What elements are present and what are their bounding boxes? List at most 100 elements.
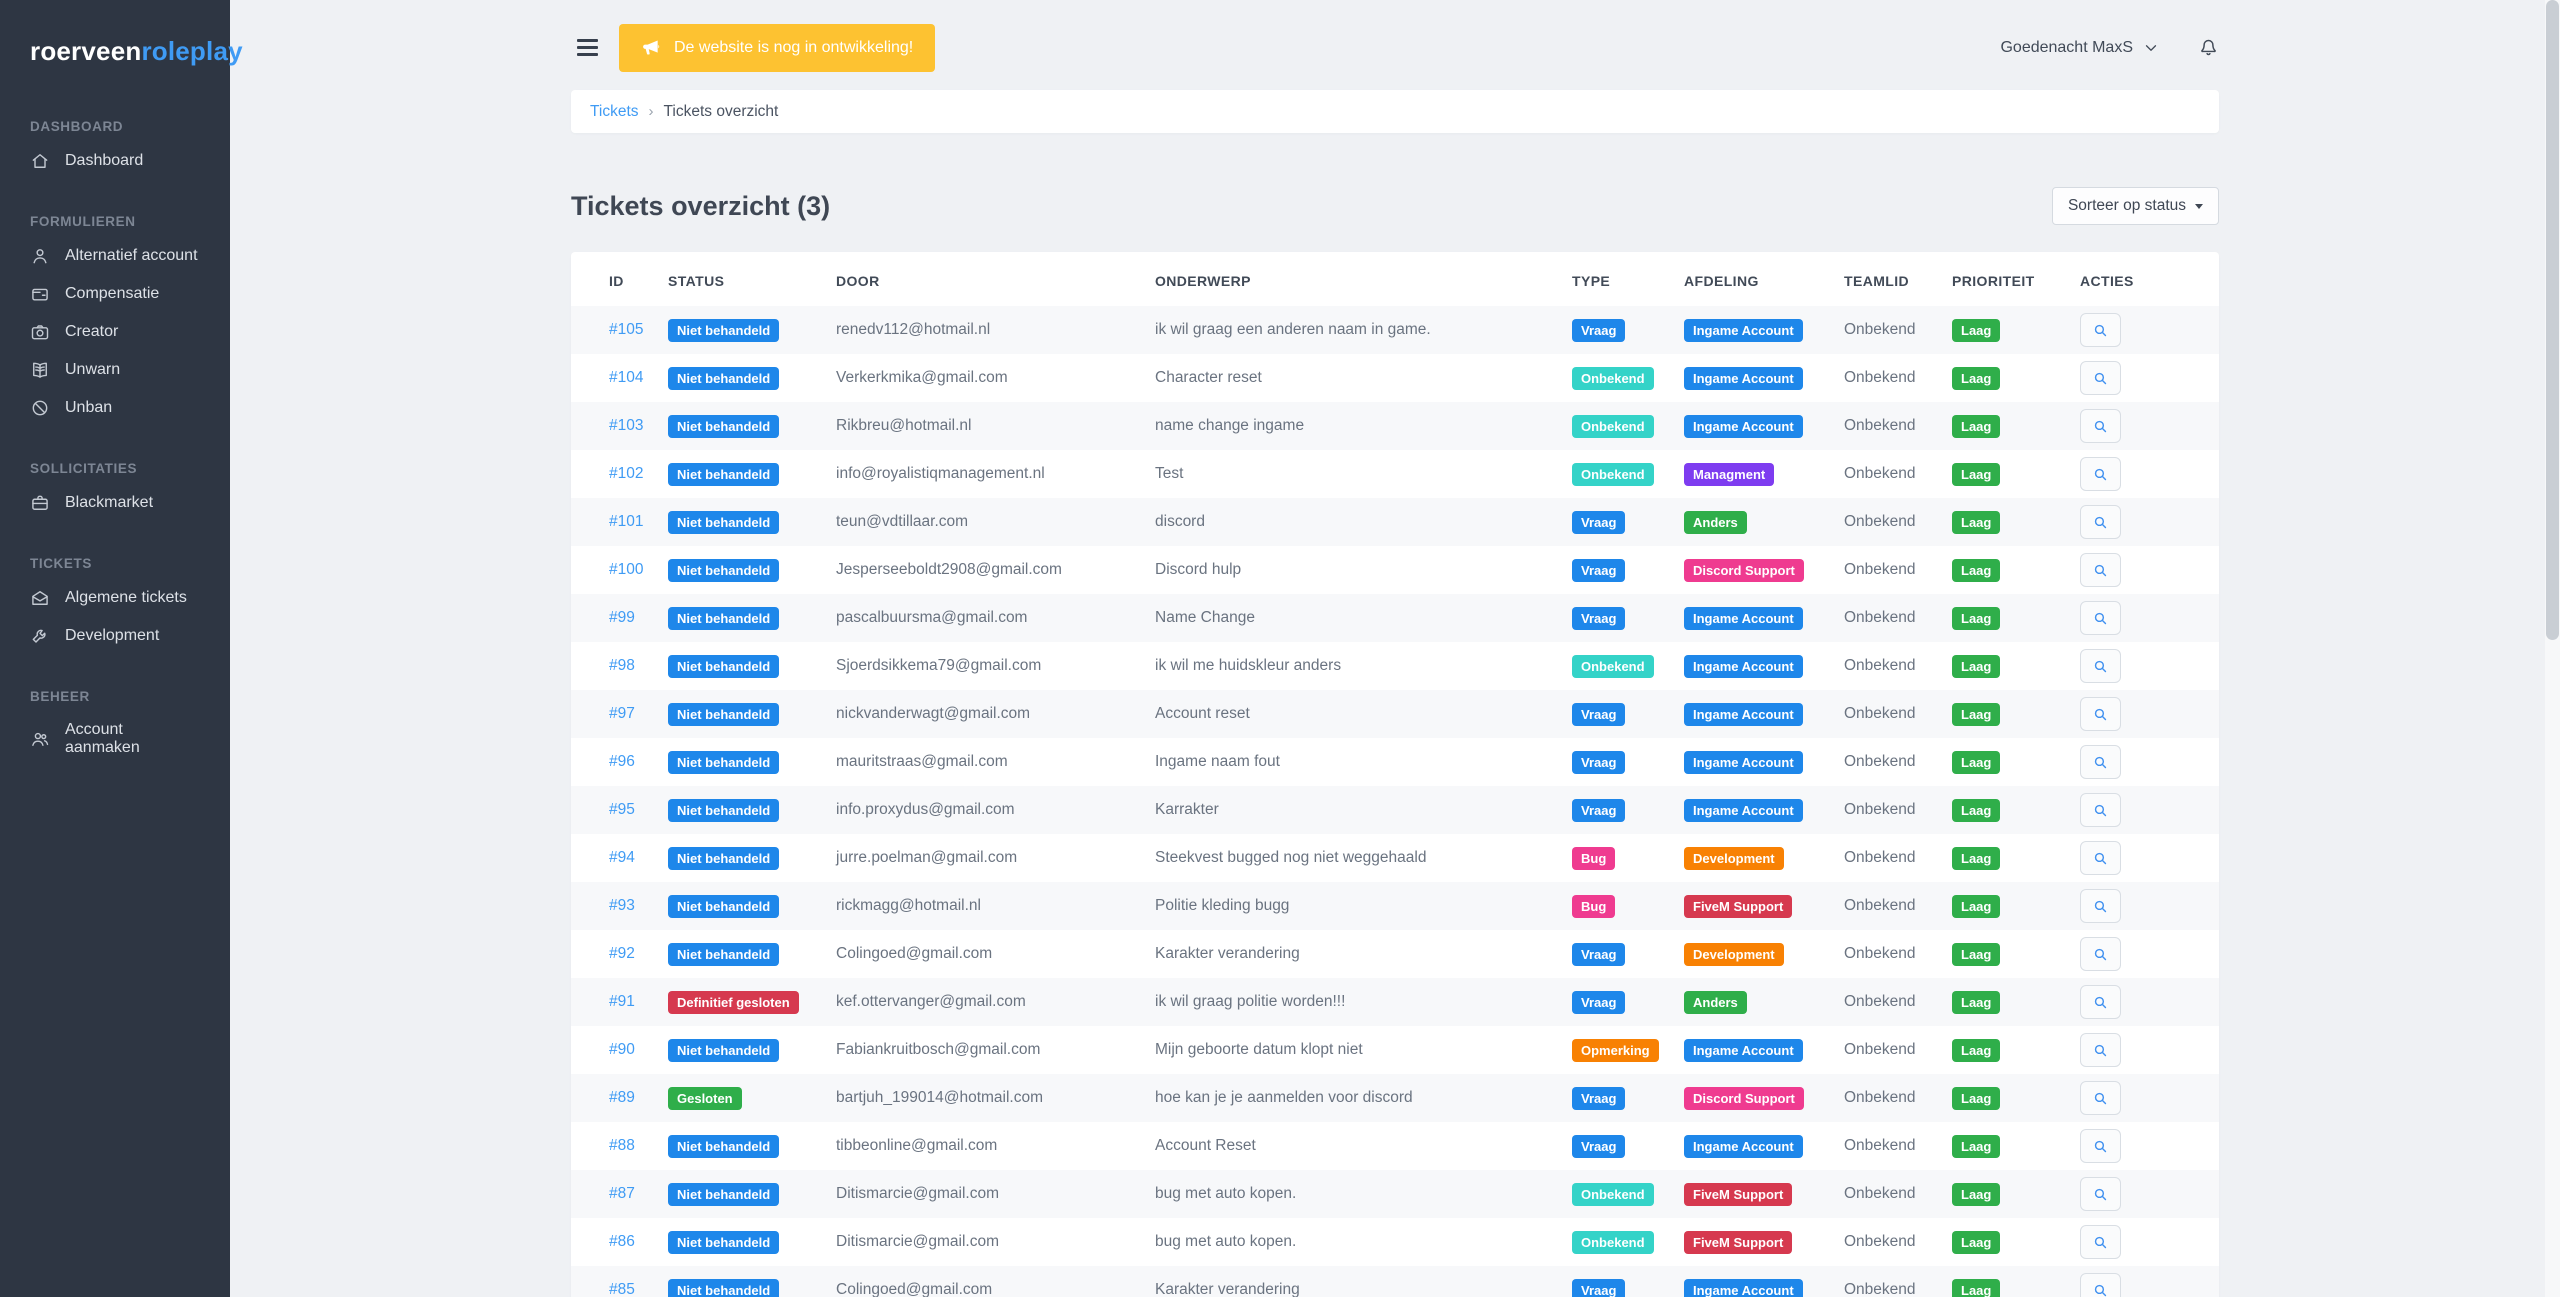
ticket-id-link[interactable]: #85	[609, 1281, 635, 1297]
brand-secondary: roleplay	[141, 36, 243, 66]
view-ticket-button[interactable]	[2080, 1273, 2121, 1297]
tickets-table: ID STATUS DOOR ONDERWERP TYPE AFDELING T…	[571, 252, 2219, 1297]
ticket-subject: ik wil me huidskleur anders	[1155, 657, 1342, 674]
ticket-subject: Mijn geboorte datum klopt niet	[1155, 1041, 1363, 1058]
magnifier-icon	[2094, 324, 2107, 336]
ticket-id-link[interactable]: #103	[609, 417, 644, 434]
ticket-id-link[interactable]: #86	[609, 1233, 635, 1250]
view-ticket-button[interactable]	[2080, 841, 2121, 875]
sort-by-status-button[interactable]: Sorteer op status	[2051, 187, 2219, 225]
view-ticket-button[interactable]	[2080, 937, 2121, 971]
ticket-id-link[interactable]: #87	[609, 1185, 635, 1202]
view-ticket-button[interactable]	[2080, 409, 2121, 443]
view-ticket-button[interactable]	[2080, 1129, 2121, 1163]
breadcrumb-link-tickets[interactable]: Tickets	[590, 102, 639, 120]
sidebar-item-account-aanmaken[interactable]: Account aanmaken	[0, 712, 230, 766]
type-badge: Bug	[1572, 846, 1616, 870]
sort-button-label: Sorteer op status	[2067, 197, 2186, 214]
teamlid-value: Onbekend	[1844, 1137, 1916, 1154]
scrollbar-thumb[interactable]	[2546, 0, 2559, 640]
view-ticket-button[interactable]	[2080, 361, 2121, 395]
ticket-id-link[interactable]: #88	[609, 1137, 635, 1154]
view-ticket-button[interactable]	[2080, 697, 2121, 731]
sidebar-item-compensatie[interactable]: Compensatie	[0, 275, 230, 313]
ticket-id-link[interactable]: #102	[609, 465, 644, 482]
person-icon	[30, 246, 50, 266]
view-ticket-button[interactable]	[2080, 745, 2121, 779]
ticket-subject: discord	[1155, 513, 1205, 530]
ticket-id-link[interactable]: #99	[609, 609, 635, 626]
afdeling-badge: Ingame Account	[1684, 1038, 1803, 1062]
view-ticket-button[interactable]	[2080, 1177, 2121, 1211]
ticket-id-link[interactable]: #95	[609, 801, 635, 818]
view-ticket-button[interactable]	[2080, 649, 2121, 683]
view-ticket-button[interactable]	[2080, 889, 2121, 923]
table-row: #85 Niet behandeld Colingoed@gmail.com K…	[571, 1266, 2219, 1297]
notifications-button[interactable]	[2198, 37, 2219, 58]
col-header-status: STATUS	[668, 273, 725, 289]
breadcrumb: Tickets › Tickets overzicht	[571, 90, 2219, 133]
mail-icon	[30, 588, 50, 608]
view-ticket-button[interactable]	[2080, 1081, 2121, 1115]
sidebar-item-label: Compensatie	[65, 285, 160, 302]
ticket-id-link[interactable]: #89	[609, 1089, 635, 1106]
breadcrumb-current: Tickets overzicht	[663, 102, 779, 120]
view-ticket-button[interactable]	[2080, 553, 2121, 587]
ticket-subject: Karakter verandering	[1155, 1281, 1300, 1297]
ticket-email: Ditismarcie@gmail.com	[836, 1233, 1000, 1250]
ticket-id-link[interactable]: #105	[609, 321, 644, 338]
greeting-text: Goedenacht MaxS	[2000, 38, 2133, 56]
brand-logo[interactable]: roerveenroleplay	[0, 0, 243, 67]
ticket-subject: Politie kleding bugg	[1155, 897, 1290, 914]
sidebar-item-unwarn[interactable]: Unwarn	[0, 351, 230, 389]
sidebar-item-dashboard[interactable]: Dashboard	[0, 142, 230, 180]
sidebar-item-algemene-tickets[interactable]: Algemene tickets	[0, 579, 230, 617]
ticket-id-link[interactable]: #104	[609, 369, 644, 386]
ticket-id-link[interactable]: #101	[609, 513, 644, 530]
sidebar-item-unban[interactable]: Unban	[0, 389, 230, 427]
ticket-subject: Steekvest bugged nog niet weggehaald	[1155, 849, 1427, 866]
ticket-id-link[interactable]: #96	[609, 753, 635, 770]
magnifier-icon	[2094, 372, 2107, 384]
ticket-id-link[interactable]: #98	[609, 657, 635, 674]
hamburger-menu-icon[interactable]	[571, 35, 604, 60]
view-ticket-button[interactable]	[2080, 1225, 2121, 1259]
status-badge: Niet behandeld	[668, 798, 780, 822]
afdeling-badge: Development	[1684, 942, 1784, 966]
view-ticket-button[interactable]	[2080, 457, 2121, 491]
ticket-id-link[interactable]: #100	[609, 561, 644, 578]
sidebar-item-alternatief-account[interactable]: Alternatief account	[0, 237, 230, 275]
ticket-id-link[interactable]: #93	[609, 897, 635, 914]
status-badge: Niet behandeld	[668, 894, 780, 918]
status-badge: Niet behandeld	[668, 654, 780, 678]
sidebar-item-development[interactable]: Development	[0, 617, 230, 655]
ticket-id-link[interactable]: #97	[609, 705, 635, 722]
ticket-id-link[interactable]: #91	[609, 993, 635, 1010]
status-badge: Niet behandeld	[668, 1134, 780, 1158]
view-ticket-button[interactable]	[2080, 601, 2121, 635]
home-icon	[30, 151, 50, 171]
ticket-subject: Account reset	[1155, 705, 1250, 722]
view-ticket-button[interactable]	[2080, 985, 2121, 1019]
prioriteit-badge: Laag	[1952, 990, 2001, 1014]
ticket-id-link[interactable]: #92	[609, 945, 635, 962]
view-ticket-button[interactable]	[2080, 1033, 2121, 1067]
user-menu[interactable]: Goedenacht MaxS	[2000, 39, 2160, 57]
ticket-id-link[interactable]: #94	[609, 849, 635, 866]
afdeling-badge: Ingame Account	[1684, 750, 1803, 774]
page-scrollbar[interactable]	[2545, 0, 2560, 1297]
type-badge: Onbekend	[1572, 654, 1654, 678]
status-badge: Niet behandeld	[668, 462, 780, 486]
ticket-id-link[interactable]: #90	[609, 1041, 635, 1058]
type-badge: Vraag	[1572, 990, 1626, 1014]
section-formulieren: FORMULIEREN	[30, 214, 136, 229]
topbar: De website is nog in ontwikkeling! Goede…	[571, 0, 2219, 72]
sidebar-item-creator[interactable]: Creator	[0, 313, 230, 351]
afdeling-badge: Ingame Account	[1684, 366, 1803, 390]
sidebar-item-blackmarket[interactable]: Blackmarket	[0, 484, 230, 522]
view-ticket-button[interactable]	[2080, 505, 2121, 539]
view-ticket-button[interactable]	[2080, 313, 2121, 347]
prioriteit-badge: Laag	[1952, 654, 2001, 678]
magnifier-icon	[2094, 996, 2107, 1008]
view-ticket-button[interactable]	[2080, 793, 2121, 827]
